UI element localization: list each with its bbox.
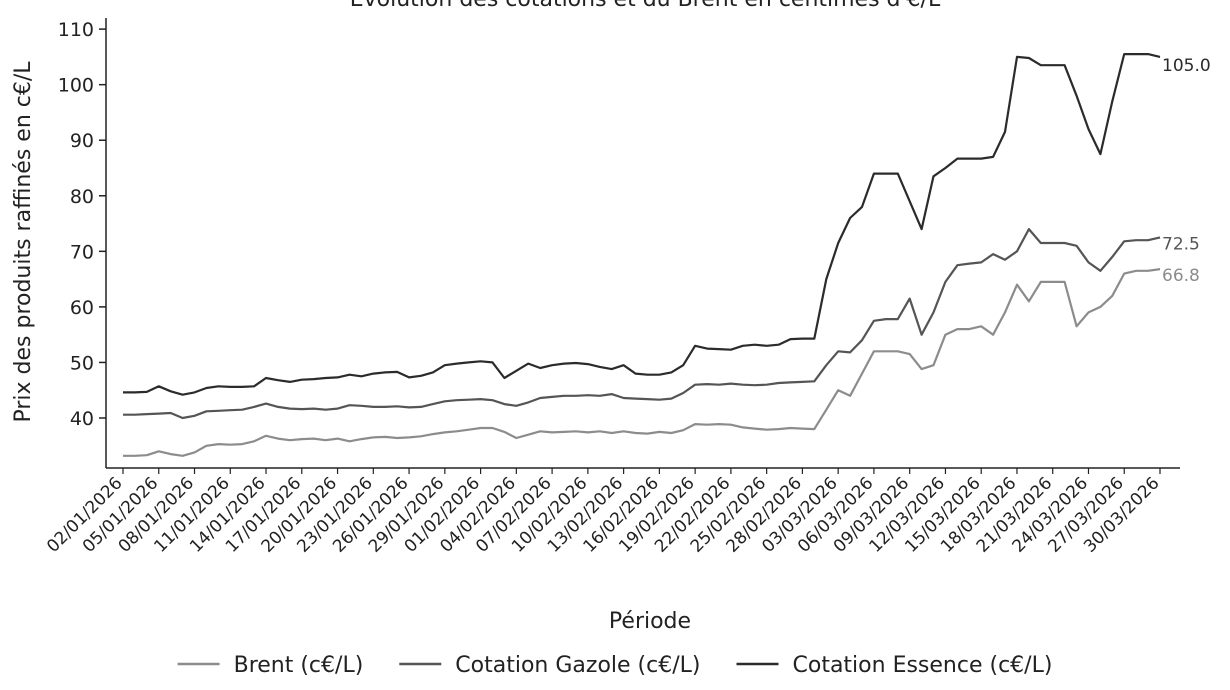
legend-item: Cotation Essence (c€/L) xyxy=(736,653,1053,678)
y-axis: 40 50 60 70 80 90 100 110 xyxy=(58,18,107,468)
legend-label: Cotation Essence (c€/L) xyxy=(793,653,1053,678)
y-tick-label: 110 xyxy=(58,19,94,41)
legend-item: Cotation Gazole (c€/L) xyxy=(399,653,700,678)
plot-area xyxy=(123,52,1161,457)
legend-label: Brent (c€/L) xyxy=(234,653,364,678)
y-axis-title: Prix des produits raffinés en c€/L xyxy=(11,61,36,423)
end-label-cotation-essence-c-l: 105.0 xyxy=(1162,56,1211,76)
x-axis: 02/01/202605/01/202608/01/202611/01/2026… xyxy=(43,467,1180,557)
legend: Brent (c€/L) Cotation Gazole (c€/L) Cotati… xyxy=(177,653,1053,678)
y-tick-label: 70 xyxy=(70,241,94,263)
y-tick-label: 100 xyxy=(58,75,94,97)
end-label-cotation-gazole-c-l: 72.5 xyxy=(1162,234,1200,254)
y-tick-label: 60 xyxy=(70,297,94,319)
y-tick-label: 90 xyxy=(70,130,94,152)
x-axis-title: Période xyxy=(609,609,691,634)
y-tick-label: 50 xyxy=(70,352,94,374)
end-labels: 66.8 72.5 105.0 xyxy=(1162,56,1211,286)
series-line-brent-c-l xyxy=(123,268,1161,457)
y-tick-label: 40 xyxy=(70,408,94,430)
y-tick-label: 80 xyxy=(70,186,94,208)
end-label-brent-c-l: 66.8 xyxy=(1162,266,1200,286)
legend-item: Brent (c€/L) xyxy=(177,653,364,678)
series-line-cotation-essence-c-l xyxy=(123,52,1161,396)
legend-label: Cotation Gazole (c€/L) xyxy=(455,653,700,678)
chart-title: Évolution des cotations et du Brent en c… xyxy=(350,0,941,12)
series-line-cotation-gazole-c-l xyxy=(123,228,1161,420)
